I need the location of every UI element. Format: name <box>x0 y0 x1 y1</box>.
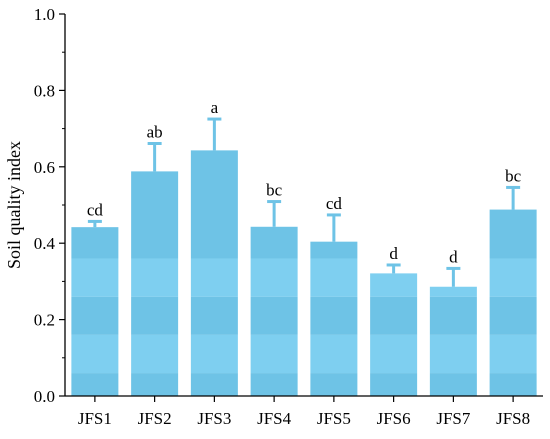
significance-label-jfs1: cd <box>87 200 104 219</box>
x-tick-label-jfs4: JFS4 <box>257 409 292 428</box>
bar-segment <box>250 226 298 259</box>
bar-segment <box>131 171 179 259</box>
x-tick-label-jfs6: JFS6 <box>377 409 411 428</box>
significance-label-jfs8: bc <box>505 166 522 185</box>
bar-segment <box>71 227 119 259</box>
bar-segment <box>489 209 537 259</box>
bar-segment <box>310 296 358 335</box>
bar-jfs6 <box>370 273 418 396</box>
bar-segment <box>131 373 179 396</box>
x-tick-label-jfs3: JFS3 <box>197 409 231 428</box>
bar-segment <box>370 273 418 297</box>
bar-segment <box>429 286 477 297</box>
bar-segment <box>310 258 358 297</box>
bar-segment <box>310 241 358 259</box>
bar-jfs1 <box>71 227 119 396</box>
bars-layer <box>71 150 537 396</box>
bar-segment <box>370 296 418 335</box>
bar-segment <box>429 334 477 374</box>
bar-segment <box>71 373 119 396</box>
significance-label-jfs7: d <box>449 247 458 266</box>
bar-segment <box>370 373 418 396</box>
bar-segment <box>489 296 537 335</box>
bar-jfs5 <box>310 241 358 396</box>
bar-segment <box>250 258 298 297</box>
bar-segment <box>190 373 238 396</box>
x-tick-label-jfs7: JFS7 <box>436 409 471 428</box>
bar-segment <box>250 373 298 396</box>
bar-segment <box>190 258 238 297</box>
bar-segment <box>71 334 119 374</box>
y-tick-label-3: 0.6 <box>34 158 55 177</box>
significance-label-jfs6: d <box>389 244 398 263</box>
significance-label-jfs3: a <box>211 98 219 117</box>
bar-segment <box>310 334 358 374</box>
significance-label-jfs4: bc <box>266 181 283 200</box>
bar-jfs3 <box>190 150 238 396</box>
y-tick-label-5: 1.0 <box>34 5 55 24</box>
y-tick-label-2: 0.4 <box>34 234 56 253</box>
bar-jfs2 <box>131 171 179 396</box>
bar-segment <box>429 296 477 335</box>
bar-segment <box>131 258 179 297</box>
bar-segment <box>71 296 119 335</box>
bar-segment <box>370 334 418 374</box>
y-axis-title: Soil quality index <box>4 141 24 269</box>
bar-segment <box>489 373 537 396</box>
y-tick-label-4: 0.8 <box>34 81 55 100</box>
bar-segment <box>190 296 238 335</box>
bar-segment <box>131 296 179 335</box>
bar-jfs7 <box>429 286 477 396</box>
error-bars-layer <box>87 117 521 287</box>
bar-segment <box>429 373 477 396</box>
bar-segment <box>71 258 119 297</box>
bar-segment <box>190 334 238 374</box>
tick-labels-layer: JFS1 JFS2 JFS3 JFS4 JFS5 JFS6 JFS7 JFS8 0.0 0.2 0.… <box>34 5 530 428</box>
significance-label-jfs5: cd <box>326 194 343 213</box>
significance-label-jfs2: ab <box>147 122 163 141</box>
y-tick-label-1: 0.2 <box>34 311 55 330</box>
significance-labels-layer: cd ab a bc cd d d bc <box>87 98 522 266</box>
bar-segment <box>250 296 298 335</box>
bar-segment <box>190 150 238 259</box>
x-tick-label-jfs8: JFS8 <box>496 409 530 428</box>
bar-segment <box>131 334 179 374</box>
axes-layer <box>59 13 543 402</box>
x-tick-label-jfs1: JFS1 <box>78 409 112 428</box>
bar-segment <box>250 334 298 374</box>
bar-segment <box>310 373 358 396</box>
bar-segment <box>489 334 537 374</box>
y-tick-label-0: 0.0 <box>34 387 55 406</box>
x-tick-label-jfs2: JFS2 <box>138 409 172 428</box>
bar-jfs4 <box>250 226 298 396</box>
bar-segment <box>489 258 537 297</box>
x-tick-label-jfs5: JFS5 <box>317 409 351 428</box>
bar-jfs8 <box>489 209 537 396</box>
